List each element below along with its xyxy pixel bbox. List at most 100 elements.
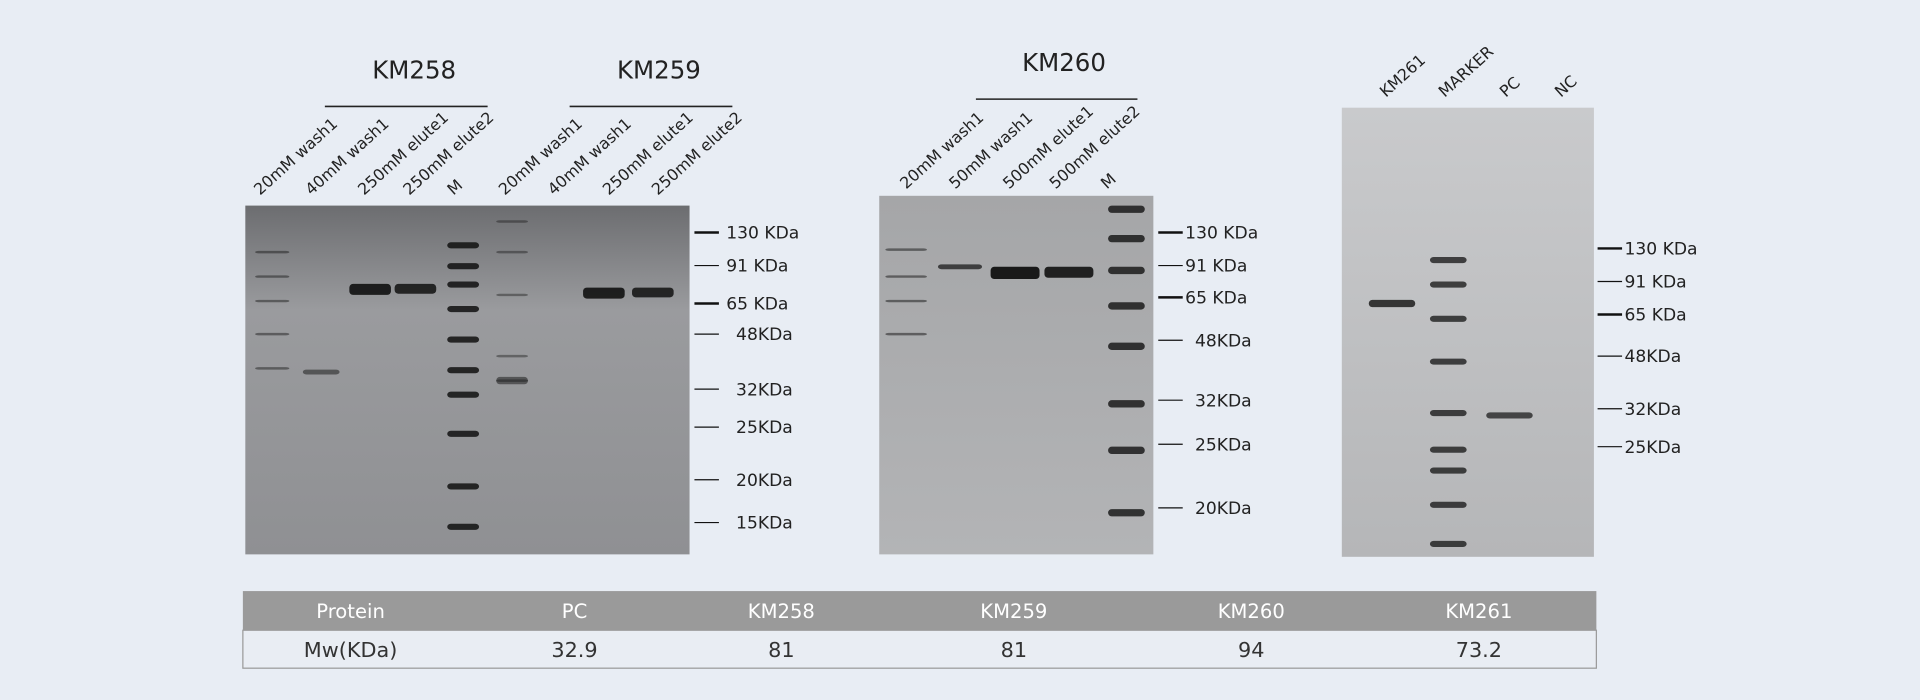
band <box>302 369 340 375</box>
marker-label: 32KDa <box>736 380 793 400</box>
band <box>632 287 674 298</box>
band <box>496 293 529 297</box>
band <box>1108 234 1145 243</box>
marker-label: 65 KDa <box>1625 306 1687 326</box>
band <box>255 299 290 303</box>
table-cell: 73.2 <box>1456 638 1502 662</box>
band <box>885 299 927 303</box>
lane-label: NC <box>1551 71 1581 100</box>
group-label: KM259 <box>617 55 701 84</box>
marker-label: 48KDa <box>736 325 793 345</box>
band <box>937 264 983 270</box>
table-cell: Mw(KDa) <box>304 638 398 662</box>
marker-label: 91 KDa <box>1185 257 1247 277</box>
lane-label: 250mM elute2 <box>648 108 746 199</box>
band <box>496 354 529 358</box>
marker-label: 65 KDa <box>726 295 788 315</box>
lane-label: KM261 <box>1376 50 1429 101</box>
band <box>1368 299 1416 308</box>
band <box>1108 400 1145 408</box>
band <box>1044 266 1094 278</box>
band <box>1429 409 1467 417</box>
lane-label: MARKER <box>1435 42 1498 101</box>
lane-label: 20mM wash1 <box>495 114 586 199</box>
table-header-cell: KM258 <box>748 600 815 623</box>
band <box>1486 412 1533 419</box>
marker-label: 130 KDa <box>726 224 799 244</box>
band <box>255 332 290 336</box>
gel-image <box>879 195 1154 555</box>
marker-label: 25KDa <box>736 418 793 438</box>
table-cell: 94 <box>1238 638 1264 662</box>
band <box>1429 446 1467 453</box>
band <box>1429 540 1467 548</box>
band <box>583 287 625 299</box>
marker-label: 32KDa <box>1195 391 1252 411</box>
band <box>1429 358 1467 365</box>
band <box>447 483 480 490</box>
table-header-cell: PC <box>562 600 587 623</box>
table-header-cell: KM261 <box>1445 600 1512 623</box>
lane-label: PC <box>1496 73 1524 101</box>
band <box>885 332 927 336</box>
lane-label: 20mM wash1 <box>896 108 987 193</box>
band <box>990 266 1040 280</box>
band <box>1429 501 1467 508</box>
band <box>255 275 290 278</box>
marker-label: 130 KDa <box>1185 224 1258 244</box>
band <box>255 367 290 370</box>
band <box>1108 342 1145 350</box>
band <box>1108 446 1145 455</box>
gel-bands <box>255 205 1533 548</box>
marker-label: 15KDa <box>736 514 793 534</box>
group-label: KM260 <box>1022 48 1106 77</box>
band <box>394 283 437 294</box>
table-header-cell: KM260 <box>1218 600 1285 623</box>
table-header-cell: KM259 <box>980 600 1047 623</box>
band <box>1429 467 1467 474</box>
marker-label: 91 KDa <box>726 257 788 277</box>
band <box>1108 205 1145 213</box>
table-header-cell: Protein <box>316 600 385 623</box>
band <box>885 275 927 278</box>
band <box>1429 281 1467 288</box>
marker-label: 48KDa <box>1195 331 1252 351</box>
band <box>447 523 480 530</box>
marker-label: 32KDa <box>1625 400 1682 420</box>
band <box>447 305 480 313</box>
band <box>349 283 391 295</box>
marker-label: 65 KDa <box>1185 288 1247 308</box>
band <box>447 281 480 288</box>
marker-label: 25KDa <box>1625 438 1682 458</box>
marker-label: 20KDa <box>736 471 793 491</box>
lane-label: M <box>1097 169 1120 192</box>
table-cell: 81 <box>1001 638 1027 662</box>
marker-label: 48KDa <box>1625 347 1682 367</box>
band <box>447 367 480 374</box>
lane-label: M <box>443 175 466 198</box>
band <box>496 376 529 385</box>
gel-image <box>1341 107 1594 557</box>
gel-image <box>245 205 690 555</box>
band <box>447 263 480 270</box>
marker-label: 130 KDa <box>1625 240 1698 260</box>
band <box>255 250 290 254</box>
table-cell: 32.9 <box>551 638 597 662</box>
band <box>885 248 927 251</box>
band <box>496 220 529 223</box>
band <box>447 430 480 437</box>
table-cell: 81 <box>768 638 794 662</box>
table-row-bg <box>242 629 1597 669</box>
band <box>447 391 480 398</box>
table-header-bg <box>242 591 1597 631</box>
band <box>447 336 480 343</box>
band <box>1429 256 1467 264</box>
marker-label: 25KDa <box>1195 435 1252 455</box>
marker-label: 91 KDa <box>1625 273 1687 293</box>
band <box>496 250 529 254</box>
band <box>1429 315 1467 322</box>
marker-label: 20KDa <box>1195 499 1252 519</box>
band <box>1108 302 1145 310</box>
